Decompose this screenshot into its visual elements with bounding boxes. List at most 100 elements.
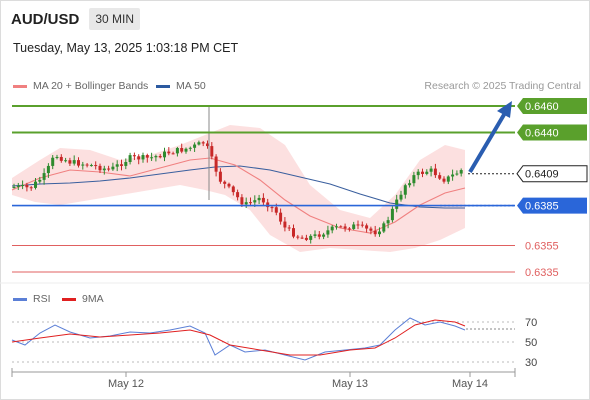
candle-body	[145, 155, 149, 158]
candle-body	[72, 160, 76, 164]
candle-body	[81, 164, 85, 166]
candle-body	[425, 171, 429, 174]
candle-body	[223, 181, 227, 184]
candle-body	[390, 208, 394, 221]
candles	[12, 140, 463, 244]
candle-body	[210, 146, 214, 157]
candle-body	[167, 151, 171, 154]
candle-body	[300, 237, 304, 239]
level-label-0-6355: 0.6355	[525, 240, 559, 252]
candle-body	[322, 234, 326, 237]
x-tick-label: May 14	[452, 378, 488, 390]
candle-body	[373, 230, 377, 235]
candle-body	[399, 194, 403, 200]
level-badge-0-6460	[517, 98, 587, 114]
candle-body	[163, 151, 166, 158]
candle-body	[304, 237, 308, 240]
rsi-line	[11, 317, 466, 361]
candle-body	[206, 143, 209, 147]
candle-body	[395, 199, 399, 209]
candle-body	[55, 156, 59, 158]
candle-body	[313, 234, 317, 236]
candle-body	[292, 228, 295, 237]
candle-body	[296, 236, 300, 238]
candle-body	[412, 175, 416, 184]
rsi-swatch-icon	[13, 297, 27, 301]
rsi-tick-50: 50	[525, 337, 537, 349]
candle-body	[257, 197, 261, 201]
candle-body	[451, 174, 455, 177]
candle-body	[16, 185, 20, 187]
candle-body	[283, 221, 287, 228]
candle-body	[46, 165, 50, 174]
x-tick-label: May 13	[332, 378, 368, 390]
candle-body	[378, 231, 381, 235]
candle-body	[188, 147, 192, 149]
chart-header: AUD/USD 30 MIN	[11, 7, 141, 31]
candle-body	[266, 202, 270, 208]
rsi-tick-70: 70	[525, 317, 537, 329]
candle-body	[25, 185, 29, 188]
candle-body	[98, 165, 102, 171]
candle-body	[335, 226, 338, 228]
candle-body	[249, 202, 252, 204]
candle-body	[171, 153, 175, 155]
candle-body	[111, 166, 115, 170]
candle-body	[137, 156, 141, 160]
candle-body	[347, 228, 351, 230]
candle-body	[438, 175, 442, 179]
candle-body	[274, 207, 278, 213]
candle-body	[416, 171, 420, 176]
x-tick-label: May 12	[108, 378, 144, 390]
candle-body	[85, 164, 89, 166]
current-price-badge	[516, 165, 588, 183]
candle-body	[279, 212, 283, 222]
candle-body	[326, 230, 330, 235]
candle-body	[421, 171, 424, 174]
legend-ma20: MA 20 + Bollinger Bands	[13, 80, 148, 92]
candle-body	[197, 142, 201, 145]
candle-body	[231, 186, 235, 193]
rsi-tick-30: 30	[525, 357, 537, 369]
candle-body	[442, 178, 446, 182]
candle-body	[141, 155, 145, 160]
trend-arrow-shaft	[468, 111, 507, 174]
candle-body	[459, 170, 463, 174]
candle-body	[115, 164, 119, 167]
credit-text: Research © 2025 Trading Central	[424, 80, 581, 92]
level-label-0-6385: 0.6385	[525, 201, 559, 213]
candle-body	[59, 156, 63, 161]
candle-body	[38, 179, 42, 182]
candle-body	[287, 227, 291, 229]
candle-body	[382, 223, 386, 232]
candle-body	[433, 168, 437, 176]
candle-body	[339, 226, 343, 228]
candle-body	[386, 220, 390, 224]
timeframe-button[interactable]: 30 MIN	[89, 8, 141, 30]
candle-body	[214, 156, 218, 172]
candle-body	[352, 224, 356, 229]
candle-body	[218, 171, 222, 182]
candle-body	[180, 148, 184, 152]
candle-body	[365, 225, 369, 229]
candle-body	[343, 226, 347, 229]
ma20-line	[11, 157, 466, 234]
candle-body	[124, 162, 128, 166]
candle-body	[120, 164, 123, 166]
candle-body	[150, 157, 154, 159]
candle-body	[94, 165, 98, 167]
ma9-swatch-icon	[62, 297, 76, 301]
ma9-line	[11, 319, 466, 356]
candle-body	[261, 197, 265, 203]
candle-body	[201, 142, 205, 144]
ma20-label: MA 20 + Bollinger Bands	[33, 80, 149, 92]
candle-body	[446, 176, 450, 182]
candle-body	[12, 186, 16, 188]
legend-rsi: RSI	[13, 293, 51, 305]
candle-body	[102, 168, 106, 171]
rsi-label: RSI	[33, 293, 51, 305]
candle-body	[240, 197, 244, 205]
candle-body	[34, 181, 37, 188]
level-label-0-6440: 0.6440	[525, 128, 559, 140]
